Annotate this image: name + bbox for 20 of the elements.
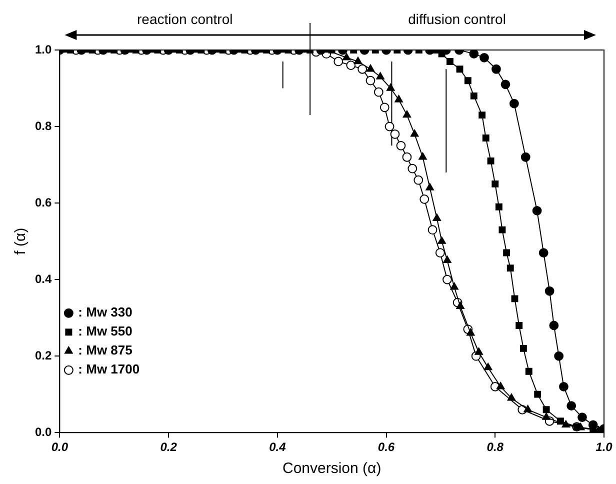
x-tick-label: 0.0 bbox=[51, 440, 68, 454]
legend-label: : Mw 550 bbox=[78, 324, 132, 339]
x-tick-label: 0.4 bbox=[269, 440, 286, 454]
y-tick-label: 0.2 bbox=[34, 348, 52, 362]
x-tick-label: 0.8 bbox=[486, 440, 504, 454]
x-axis-title: Conversion (α) bbox=[282, 460, 382, 478]
x-tick-label: 0.6 bbox=[378, 440, 395, 454]
y-tick-label: 0.6 bbox=[34, 195, 52, 210]
y-axis-title: f (α) bbox=[12, 228, 30, 255]
text: diffusion control bbox=[408, 11, 506, 27]
x-tick-label: 0.2 bbox=[160, 440, 178, 454]
y-tick-label: 0.0 bbox=[34, 424, 52, 439]
text: reaction control bbox=[137, 11, 233, 27]
legend-label: : Mw 875 bbox=[78, 342, 132, 358]
y-tick-label: 1.0 bbox=[34, 42, 52, 56]
legend-label: : Mw 1700 bbox=[78, 362, 140, 377]
legend-label: : Mw 330 bbox=[78, 304, 132, 320]
y-tick-label: 0.4 bbox=[34, 272, 52, 286]
y-tick-label: 0.8 bbox=[34, 118, 52, 133]
x-tick-label: 1.0 bbox=[596, 440, 613, 454]
